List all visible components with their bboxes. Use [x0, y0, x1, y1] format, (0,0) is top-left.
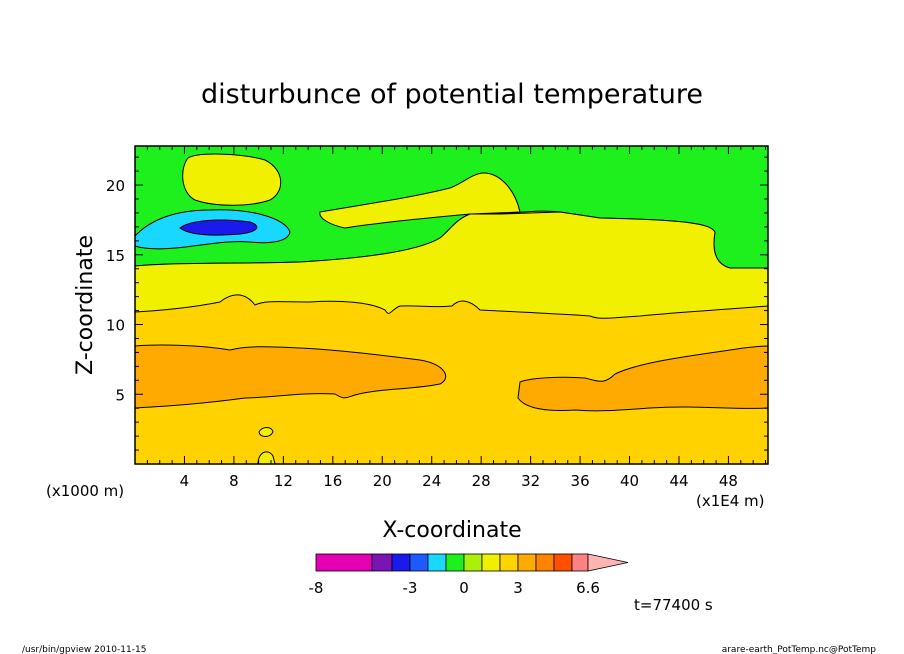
region-orange-core-left [135, 344, 447, 409]
y-tick-label: 20 [106, 177, 125, 195]
colorbar-swatch [499, 553, 519, 572]
x-tick-label: 36 [571, 472, 590, 490]
footer-right: arare-earth_PotTemp.nc@PotTemp [722, 645, 877, 654]
region-blue-core [179, 219, 258, 236]
x-tick-label: 4 [180, 472, 190, 490]
colorbar-swatch [371, 553, 393, 572]
x-tick-label: 28 [472, 472, 491, 490]
region-bottom-blob-1 [258, 427, 274, 437]
colorbar-swatch [427, 553, 447, 572]
colorbar-swatch [535, 553, 555, 572]
colorbar-swatch [409, 553, 429, 572]
region-upper-yellow-blob [182, 153, 282, 206]
x-tick-label: 16 [323, 472, 342, 490]
region-upper-yellow-band [135, 211, 768, 319]
colorbar-swatch [517, 553, 537, 572]
y-tick-label: 5 [115, 386, 125, 404]
colorbar-swatch [445, 553, 465, 572]
y-tick-label: 10 [106, 317, 125, 335]
footer-left: /usr/bin/gpview 2010-11-15 [22, 645, 146, 654]
y-tick-label: 15 [106, 247, 125, 265]
colorbar-swatch [315, 553, 373, 572]
x-tick-label: 32 [521, 472, 540, 490]
colorbar-swatch [553, 553, 573, 572]
x-tick-label: 20 [373, 472, 392, 490]
colorbar-swatch [481, 553, 501, 572]
colorbar: -8 -3 0 3 6.6 [309, 553, 629, 597]
colorbar-swatch [463, 553, 483, 572]
x-tick-label: 12 [274, 472, 293, 490]
x-axis: 4 8 12 16 20 24 28 32 36 40 44 48 [146, 146, 767, 490]
colorbar-swatch [571, 553, 589, 572]
region-orange-core-right [517, 345, 768, 412]
x-tick-label: 40 [620, 472, 639, 490]
y-axis: 5 10 15 20 [106, 156, 768, 451]
plot-frame [134, 145, 769, 465]
x-axis-label: X-coordinate [382, 518, 521, 543]
colorbar-extend [587, 553, 629, 572]
x-tick-label: 8 [229, 472, 239, 490]
colorbar-swatch [391, 553, 411, 572]
time-label: t=77400 s [634, 596, 713, 614]
colorbar-label: 3 [513, 579, 523, 597]
x-tick-label: 24 [422, 472, 441, 490]
y-axis-label: Z-coordinate [73, 235, 98, 375]
x-unit-left: (x1000 m) [46, 482, 124, 500]
x-tick-label: 44 [669, 472, 688, 490]
region-yellow-peak [319, 172, 521, 229]
colorbar-label: 6.6 [576, 579, 600, 597]
colorbar-label: 0 [459, 579, 469, 597]
x-tick-label: 48 [719, 472, 738, 490]
x-unit-right: (x1E4 m) [696, 492, 765, 510]
colorbar-label: -3 [403, 579, 418, 597]
colorbar-label: -8 [309, 579, 324, 597]
plot-area [135, 146, 768, 464]
chart-title: disturbunce of potential temperature [201, 79, 703, 110]
